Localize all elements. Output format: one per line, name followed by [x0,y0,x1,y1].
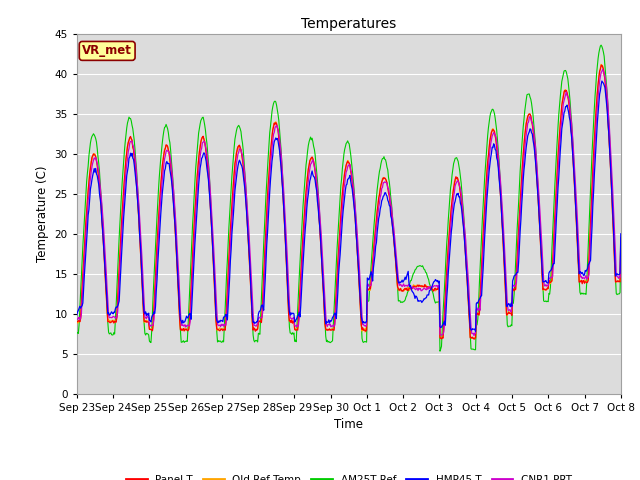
Text: VR_met: VR_met [82,44,132,58]
Legend: Panel T, Old Ref Temp, AM25T Ref, HMP45 T, CNR1 PRT: Panel T, Old Ref Temp, AM25T Ref, HMP45 … [122,471,576,480]
X-axis label: Time: Time [334,418,364,431]
Title: Temperatures: Temperatures [301,17,396,31]
Y-axis label: Temperature (C): Temperature (C) [36,165,49,262]
